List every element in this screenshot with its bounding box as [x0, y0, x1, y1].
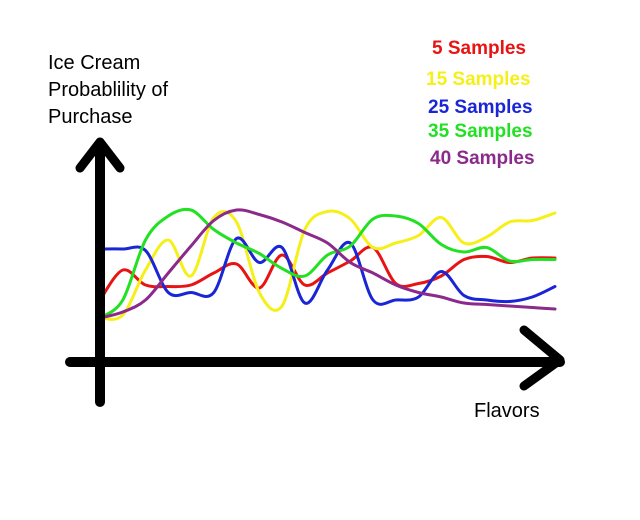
x-axis-arrow	[519, 325, 565, 391]
y-axis-arrow	[75, 137, 125, 173]
series-line-40-samples	[98, 208, 557, 320]
legend-entry-25-samples: 25 Samples	[428, 97, 533, 118]
legend-entry-35-samples: 35 Samples	[428, 121, 533, 142]
series-line-35-samples	[98, 207, 557, 320]
legend-entry-15-samples: 15 Samples	[426, 69, 531, 90]
legend-entry-40-samples: 40 Samples	[430, 148, 535, 169]
y-axis-label-line-3: Purchase	[48, 106, 133, 128]
legend-entry-5-samples: 5 Samples	[432, 38, 526, 59]
y-axis-label-line-1: Ice Cream	[48, 52, 141, 74]
x-axis-label: Flavors	[474, 400, 540, 422]
y-axis-label-line-2: Probablility of	[48, 79, 169, 101]
y-axis-label: Ice Cream Probablility of Purchase	[48, 50, 248, 131]
series-line-5-samples	[98, 245, 557, 302]
series-line-25-samples	[98, 236, 557, 306]
series-line-15-samples	[98, 209, 557, 321]
